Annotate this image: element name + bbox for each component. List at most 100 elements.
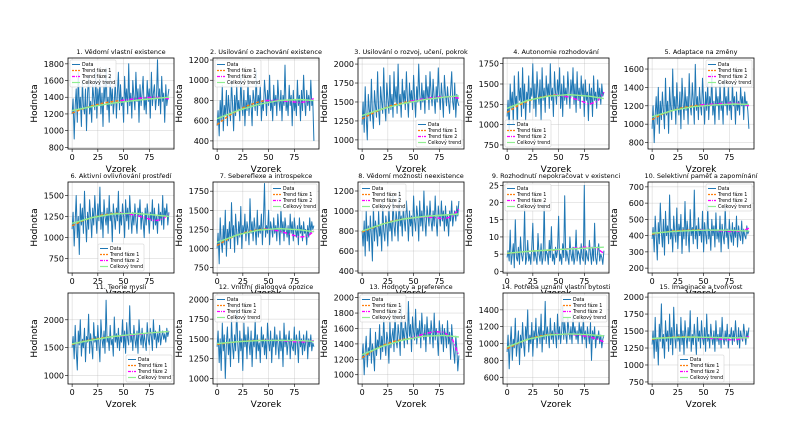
x-tick-label: 0 [215,153,220,162]
series-line-trend2 [700,102,750,107]
x-tick-label: 25 [238,277,248,286]
y-tick-label: 25 [489,181,499,190]
series-line-overall [506,93,605,110]
y-axis-label: Hodnota [30,319,40,357]
x-tick-label: 75 [289,153,299,162]
subplot-12: 0 25 50 75 1000 1250 1500 1750 2000 12. Vnitřní d… [175,283,320,410]
y-tick-label: 2000 [189,295,209,304]
series-group [651,63,750,144]
y-axis-label: Hodnota [465,319,475,357]
x-tick-label: 25 [238,388,248,397]
x-axis-label: Vzorek [251,400,282,410]
x-tick-label: 0 [650,277,655,286]
x-tick-label: 75 [434,388,444,397]
series-line-data [216,306,315,379]
y-tick-label: 2000 [334,60,354,69]
legend-box [677,354,725,383]
x-tick-label: 25 [93,277,103,286]
y-axis-label: Hodnota [610,84,620,122]
y-tick-label: 10 [489,233,499,242]
series-line-trend2 [410,330,460,356]
subplot-title: 6. Aktivní ovlivňování prostředí [71,172,172,180]
y-tick-label: 1250 [189,355,209,364]
y-tick-label: 1500 [624,327,644,336]
x-tick-label: 50 [553,153,563,162]
series-line-data [651,303,750,366]
series-line-overall [507,246,604,254]
x-tick-label: 25 [673,388,683,397]
series-line-trend2 [120,96,170,102]
x-tick-label: 0 [360,277,365,286]
legend-box [504,119,552,148]
y-tick-label: 1200 [189,56,209,65]
y-axis-label: Hodnota [175,84,185,122]
plot-frame [357,181,465,274]
legend-label: Trend fáze 1 [371,302,401,309]
legend-label: Trend fáze 2 [109,257,139,264]
y-tick-label: 1500 [189,206,209,215]
y-tick-label: 400 [194,137,209,146]
subplot-13: 0 25 50 75 1000 1200 1400 1600 1800 2000 13. Hodno… [320,283,465,410]
series-group [506,184,605,269]
legend-label: Trend fáze 1 [516,191,546,198]
series-group [71,186,170,255]
y-tick-label: 300 [629,248,644,257]
y-axis-label: Hodnota [175,208,185,246]
legend-label: Trend fáze 1 [717,67,747,74]
plot-frame [357,57,465,150]
y-tick-label: 1750 [624,310,644,319]
plot-frame [212,292,320,385]
y-tick-label: 1000 [334,136,354,145]
legend-box [69,59,117,88]
y-tick-label: 1000 [44,234,64,243]
legend-label: Celkový trend [110,263,143,270]
plot-frame [67,181,175,274]
legend-label: Data [82,62,94,68]
x-tick-label: 25 [383,153,393,162]
y-axis-label: Hodnota [30,84,40,122]
x-tick-label: 75 [434,153,444,162]
y-tick-label: 2000 [624,293,644,302]
x-tick-label: 25 [383,388,393,397]
y-tick-label: 1500 [44,344,64,353]
y-tick-label: 1500 [334,98,354,107]
y-tick-label: 1000 [479,340,499,349]
x-tick-label: 75 [144,153,154,162]
y-tick-label: 600 [194,117,209,126]
x-tick-label: 25 [528,277,538,286]
series-line-overall [361,334,459,356]
series-group [651,189,750,261]
legend-label: Trend fáze 2 [371,308,401,315]
y-axis-label: Hodnota [320,319,330,357]
y-tick-label: 1750 [189,315,209,324]
legend-box [214,294,262,323]
subplot-1: 0 25 50 75 800 1000 1200 1400 1600 1800 1. Vědomí … [30,48,175,175]
x-tick-label: 50 [408,388,418,397]
y-tick-label: 1400 [479,306,499,315]
plot-frame [67,57,175,150]
y-tick-label: 800 [629,139,644,148]
series-group [361,190,460,262]
y-tick-label: 1200 [624,102,644,111]
y-axis-label: Hodnota [610,208,620,246]
y-tick-label: 1200 [479,323,499,332]
legend-label: Data [517,186,529,192]
y-tick-label: 800 [339,227,354,236]
series-line-overall [651,103,749,118]
x-tick-label: 25 [528,153,538,162]
x-tick-label: 50 [553,388,563,397]
legend-label: Trend fáze 1 [137,362,167,369]
y-tick-label: 750 [629,378,644,387]
x-axis-label: Vzorek [686,165,717,175]
legend-label: Trend fáze 2 [516,197,546,204]
x-tick-label: 0 [505,388,510,397]
y-tick-label: 500 [629,215,644,224]
legend-label: Trend fáze 2 [689,368,719,375]
legend-label: Celkový trend [372,314,405,321]
y-tick-label: 0 [494,267,499,276]
